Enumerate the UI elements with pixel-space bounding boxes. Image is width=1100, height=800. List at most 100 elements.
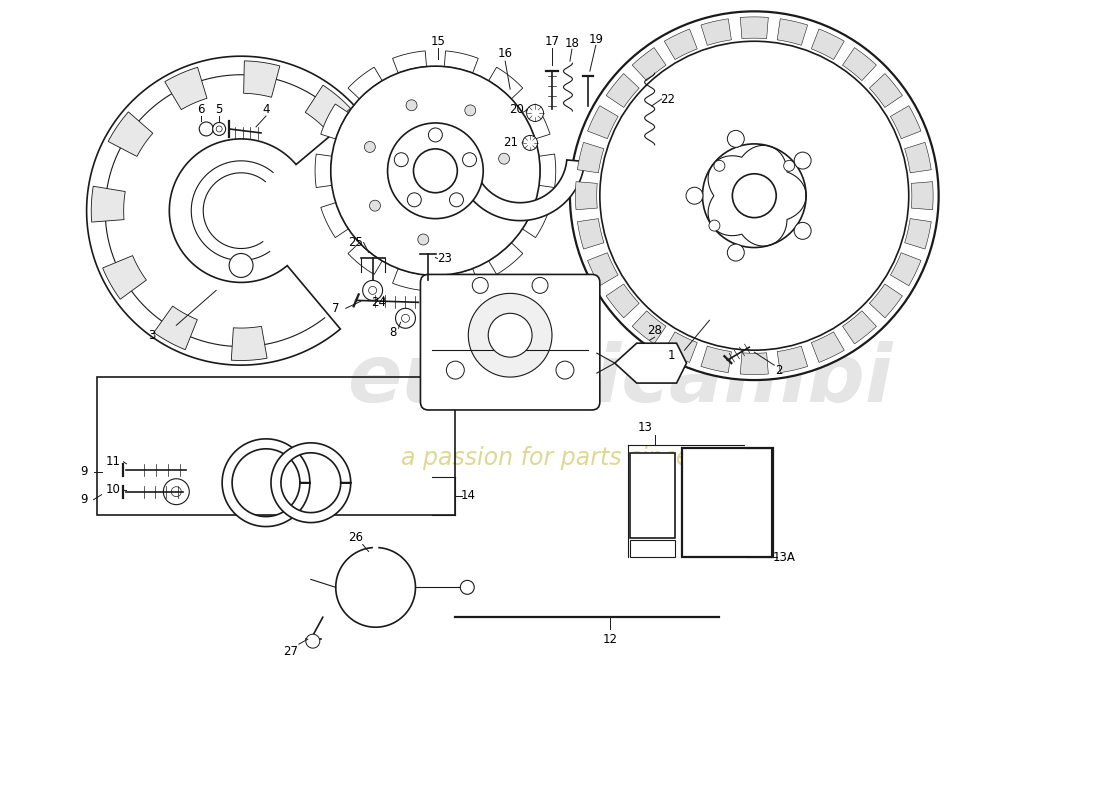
Text: 24: 24 xyxy=(371,296,386,309)
Text: 10: 10 xyxy=(106,483,121,496)
Text: 8: 8 xyxy=(389,326,396,338)
Circle shape xyxy=(407,193,421,206)
Text: 4: 4 xyxy=(262,102,270,115)
Polygon shape xyxy=(904,142,932,173)
Circle shape xyxy=(733,174,777,218)
Circle shape xyxy=(794,152,811,169)
Polygon shape xyxy=(243,61,279,98)
Text: 21: 21 xyxy=(503,136,518,150)
Circle shape xyxy=(414,149,458,193)
Text: 22: 22 xyxy=(660,93,675,106)
Circle shape xyxy=(396,308,416,328)
Polygon shape xyxy=(843,47,877,81)
Circle shape xyxy=(370,200,381,211)
Text: 14: 14 xyxy=(461,489,476,502)
Circle shape xyxy=(364,142,375,153)
Polygon shape xyxy=(331,66,540,275)
Polygon shape xyxy=(444,269,478,290)
FancyBboxPatch shape xyxy=(420,274,600,410)
Bar xyxy=(97,377,455,514)
Circle shape xyxy=(498,154,509,164)
Circle shape xyxy=(199,122,213,136)
Polygon shape xyxy=(587,106,618,138)
Circle shape xyxy=(727,130,745,147)
Polygon shape xyxy=(606,74,639,107)
Polygon shape xyxy=(488,67,522,99)
Circle shape xyxy=(460,580,474,594)
Text: 11: 11 xyxy=(106,455,121,468)
Polygon shape xyxy=(231,326,267,361)
Polygon shape xyxy=(91,186,125,222)
Text: 19: 19 xyxy=(588,33,603,46)
Text: 7: 7 xyxy=(332,302,340,315)
Polygon shape xyxy=(165,67,207,110)
Circle shape xyxy=(469,294,552,377)
Text: 9: 9 xyxy=(80,466,87,478)
Polygon shape xyxy=(778,18,807,46)
Polygon shape xyxy=(522,104,550,139)
Circle shape xyxy=(428,128,442,142)
Polygon shape xyxy=(539,154,556,187)
Circle shape xyxy=(368,286,376,294)
Text: 23: 23 xyxy=(437,252,452,265)
Circle shape xyxy=(600,42,909,350)
Circle shape xyxy=(522,135,538,150)
Circle shape xyxy=(794,222,811,239)
Circle shape xyxy=(394,153,408,166)
Text: 12: 12 xyxy=(603,633,617,646)
Circle shape xyxy=(212,122,226,135)
Circle shape xyxy=(686,187,703,204)
Circle shape xyxy=(387,123,483,218)
Polygon shape xyxy=(664,29,697,59)
Circle shape xyxy=(217,126,222,132)
Polygon shape xyxy=(664,332,697,362)
Text: 16: 16 xyxy=(497,46,513,60)
Polygon shape xyxy=(740,353,768,374)
Polygon shape xyxy=(890,106,921,138)
Polygon shape xyxy=(305,85,351,130)
Polygon shape xyxy=(587,253,618,286)
Polygon shape xyxy=(578,142,604,173)
Polygon shape xyxy=(393,51,427,73)
Circle shape xyxy=(462,153,476,166)
Polygon shape xyxy=(575,182,597,210)
Polygon shape xyxy=(615,343,686,383)
Polygon shape xyxy=(222,439,310,526)
Polygon shape xyxy=(271,443,351,522)
Bar xyxy=(629,539,674,558)
Circle shape xyxy=(570,11,938,380)
Text: 3: 3 xyxy=(147,329,155,342)
Polygon shape xyxy=(315,154,332,187)
Text: a passion for parts since 1985: a passion for parts since 1985 xyxy=(402,446,758,470)
Polygon shape xyxy=(632,47,666,81)
Polygon shape xyxy=(455,160,584,221)
Polygon shape xyxy=(778,346,807,373)
Polygon shape xyxy=(904,218,932,249)
Text: 9: 9 xyxy=(80,493,87,506)
Polygon shape xyxy=(701,346,732,373)
Circle shape xyxy=(163,478,189,505)
Circle shape xyxy=(402,314,409,322)
Polygon shape xyxy=(606,284,639,318)
Polygon shape xyxy=(701,18,732,46)
Circle shape xyxy=(172,486,182,497)
Circle shape xyxy=(306,634,320,648)
Text: 2: 2 xyxy=(776,364,783,377)
Text: 28: 28 xyxy=(647,324,662,337)
Polygon shape xyxy=(102,255,146,299)
Circle shape xyxy=(488,314,532,357)
Circle shape xyxy=(363,281,383,300)
Polygon shape xyxy=(812,332,845,362)
Text: 27: 27 xyxy=(284,645,298,658)
Circle shape xyxy=(406,100,417,110)
Polygon shape xyxy=(321,202,349,238)
Circle shape xyxy=(472,278,488,294)
Text: 5: 5 xyxy=(216,102,223,115)
Text: 26: 26 xyxy=(349,531,363,544)
Polygon shape xyxy=(522,202,550,238)
Text: 1: 1 xyxy=(668,349,675,362)
Text: euroricambi: euroricambi xyxy=(346,341,892,419)
Circle shape xyxy=(331,66,540,275)
Polygon shape xyxy=(869,284,902,318)
Circle shape xyxy=(447,361,464,379)
